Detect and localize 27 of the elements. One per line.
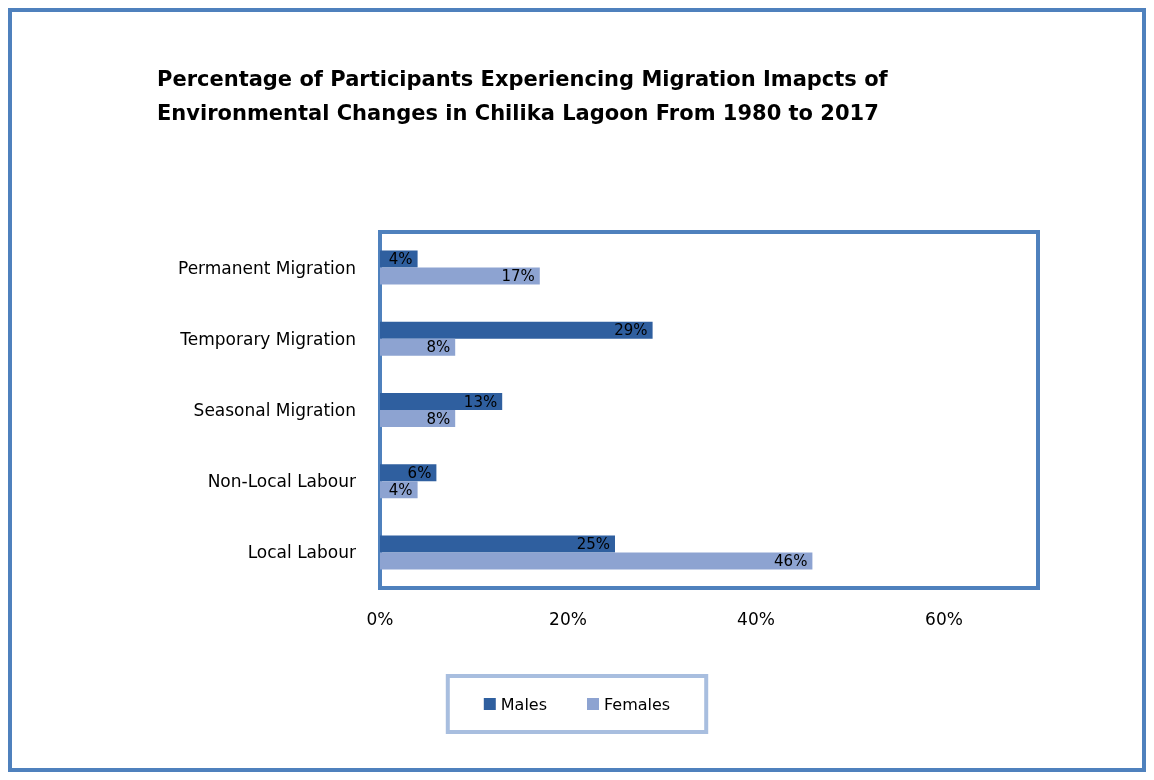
data-label: 4%	[388, 250, 413, 269]
data-label: 46%	[774, 551, 808, 570]
chart-title: Percentage of Participants Experiencing Migration Imapcts of Environmental Changes in Chilika Lagoon From 1980 to 2017	[157, 67, 896, 125]
bar	[380, 552, 813, 570]
bar	[380, 321, 653, 339]
data-label: 8%	[426, 338, 451, 357]
legend-label: Females	[604, 694, 671, 714]
y-tick-label: Permanent Migration	[177, 257, 356, 278]
data-label: 29%	[614, 321, 648, 340]
data-label: 13%	[463, 392, 498, 411]
data-label: 4%	[388, 480, 413, 499]
y-tick-label: Non-Local Labour	[207, 471, 356, 492]
data-label: 8%	[426, 409, 451, 428]
bar	[380, 267, 540, 285]
bar	[380, 393, 503, 410]
data-label: 6%	[407, 463, 432, 482]
x-tick-label: 0%	[366, 608, 394, 629]
data-label: 25%	[576, 534, 610, 553]
y-tick-label: Temporary Migration	[179, 328, 356, 349]
x-tick-label: 60%	[925, 608, 963, 629]
legend-label: Males	[500, 694, 548, 714]
x-tick-label: 40%	[737, 608, 775, 629]
y-tick-label: Local Labour	[247, 542, 357, 563]
x-tick-label: 20%	[549, 608, 587, 629]
bar	[380, 535, 615, 553]
data-label: 17%	[501, 267, 535, 286]
y-tick-label: Seasonal Migration	[193, 400, 356, 420]
